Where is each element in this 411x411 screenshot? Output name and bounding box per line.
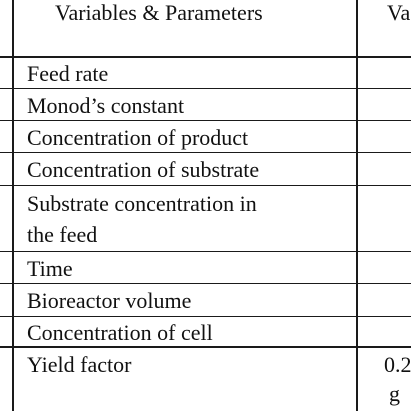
row-label-monods-constant: Monod’s constant [27,93,185,118]
rule-row3-bottom [0,152,411,153]
row-label-time: Time [27,256,73,281]
row-label-yield-factor: Yield factor [27,352,132,377]
row-label-concentration-substrate: Concentration of substrate [27,157,260,182]
rule-row1-bottom [0,88,411,89]
row-label-concentration-product: Concentration of product [27,125,249,150]
rule-row8-bottom [0,346,411,348]
rule-row4-bottom [0,185,411,186]
header-variables-parameters: Variables & Parameters [55,0,263,25]
header-values-partial: Va [387,0,411,25]
rule-row2-bottom [0,120,411,121]
row-value-yield-factor-line1: 0.2 [384,352,411,377]
row-label-feed-rate: Feed rate [27,61,109,86]
rule-row5-bottom [0,251,411,252]
rule-row7-bottom [0,316,411,317]
row-value-yield-factor-line2: g [389,381,400,406]
row-label-bioreactor-volume: Bioreactor volume [27,288,192,313]
rule-row6-bottom [0,283,411,284]
rule-mid [356,0,358,411]
row-label-concentration-cell: Concentration of cell [27,320,213,345]
row-label-substrate-feed-line1: Substrate concentration in [27,191,257,216]
rule-left [12,0,14,411]
rule-header-bottom [0,56,411,58]
row-label-substrate-feed-line2: the feed [27,222,98,247]
